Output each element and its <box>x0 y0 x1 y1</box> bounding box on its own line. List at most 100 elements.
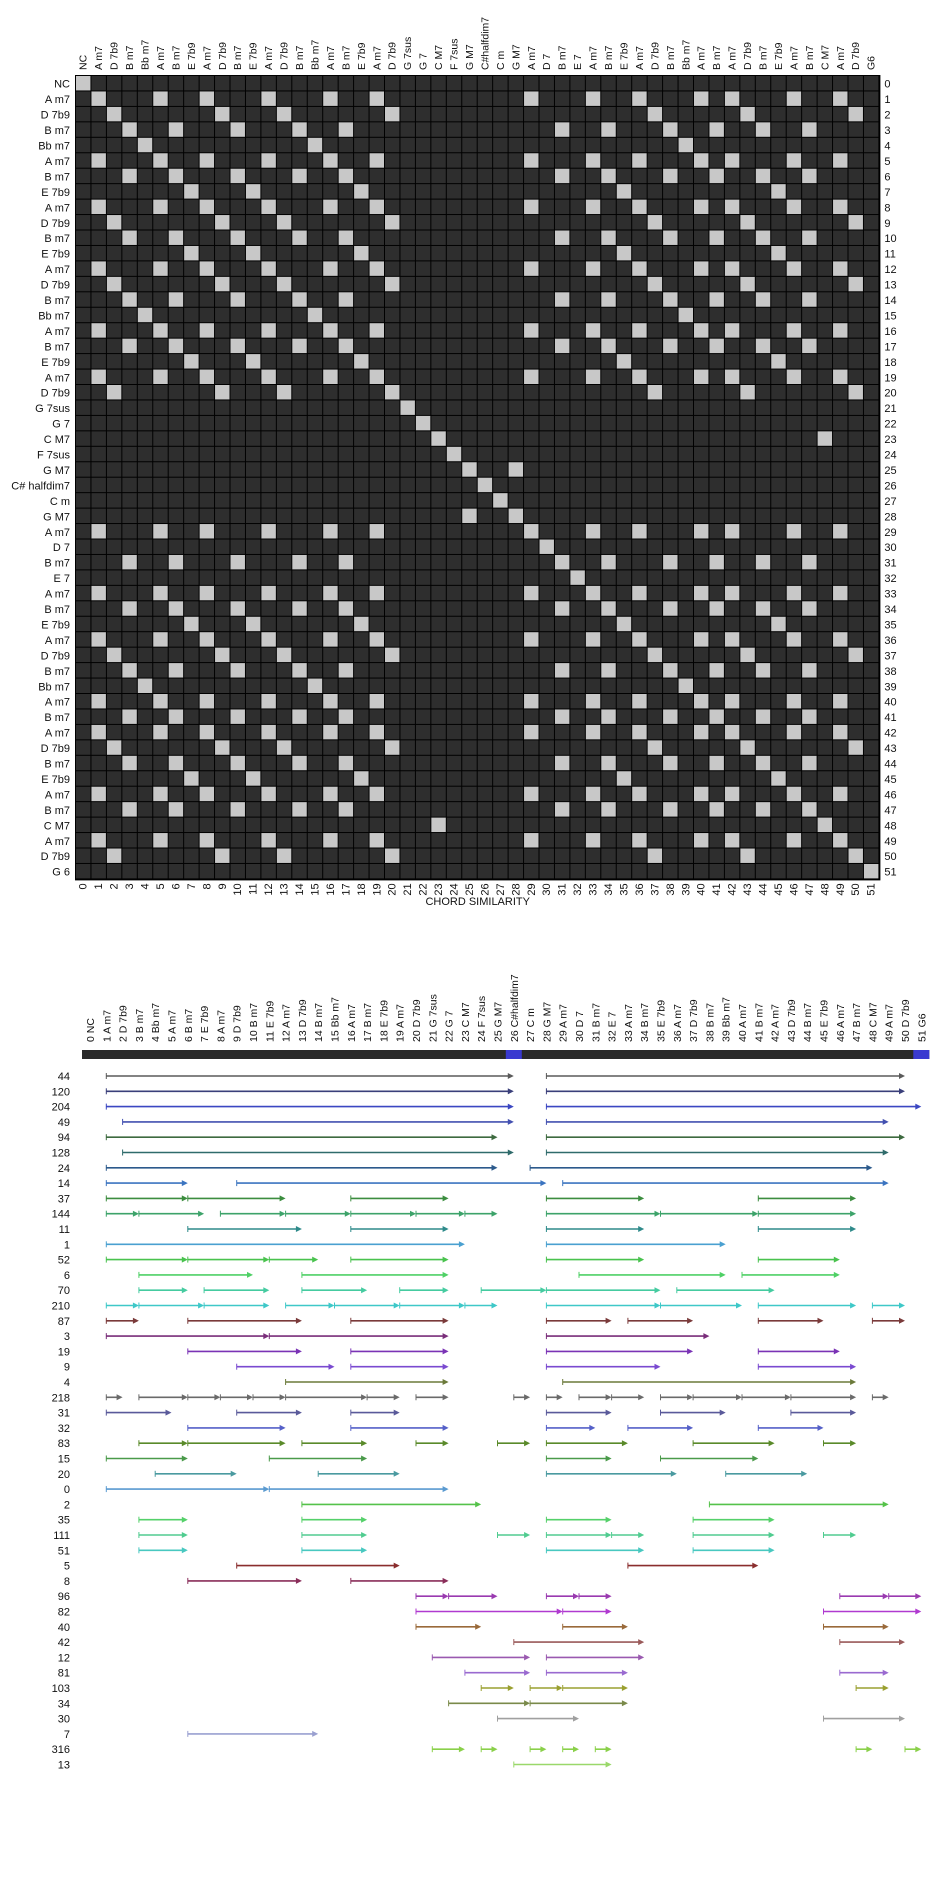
heatmap-cell <box>446 215 462 230</box>
heatmap-cell <box>524 771 539 786</box>
heatmap-cell <box>493 400 508 415</box>
heatmap-cell <box>184 663 199 678</box>
heatmap-cell <box>415 802 431 817</box>
heatmap-cell <box>678 802 693 817</box>
heatmap-cell <box>585 230 601 245</box>
heatmap-cell <box>755 694 771 709</box>
arc-arrowhead <box>442 1394 449 1401</box>
heatmap-cell <box>230 802 245 817</box>
heatmap-cell <box>137 848 153 863</box>
heatmap-cell <box>415 554 431 570</box>
heatmap-cell <box>554 601 570 616</box>
heatmap-cell <box>184 493 199 508</box>
arc-col-label: 38 B m7 <box>704 1003 716 1042</box>
heatmap-col-label: A m7 <box>835 46 847 70</box>
heatmap-cell <box>338 230 354 245</box>
heatmap-cell <box>802 848 817 863</box>
heatmap-col-tick: 34 <box>603 883 615 895</box>
heatmap-cell <box>647 694 663 709</box>
heatmap-cell <box>400 338 415 354</box>
heatmap-cell <box>323 833 338 848</box>
heatmap-cell <box>755 601 771 616</box>
heatmap-cell <box>833 276 848 292</box>
heatmap-cell <box>740 477 755 493</box>
heatmap-cell <box>709 137 724 153</box>
heatmap-cell <box>292 230 307 245</box>
arc-arrowhead <box>638 1654 645 1661</box>
heatmap-cell <box>802 153 817 168</box>
heatmap-cell <box>276 76 292 91</box>
heatmap-cell <box>400 694 415 709</box>
arc-arrowhead <box>524 1532 531 1538</box>
heatmap-cell <box>709 771 724 786</box>
heatmap-cell <box>724 647 740 663</box>
heatmap-cell <box>307 76 323 91</box>
heatmap-cell <box>91 493 106 508</box>
heatmap-cell <box>802 338 817 354</box>
heatmap-cell <box>802 462 817 477</box>
heatmap-cell <box>863 554 879 570</box>
heatmap-cell <box>245 833 261 848</box>
heatmap-cell <box>122 570 137 585</box>
heatmap-cell <box>184 276 199 292</box>
heatmap-cell <box>802 184 817 199</box>
heatmap-cell <box>400 76 415 91</box>
heatmap-cell <box>338 616 354 632</box>
heatmap-cell <box>508 616 524 632</box>
heatmap-col-tick: 43 <box>742 883 754 895</box>
arc-row-label: 7 <box>64 1729 70 1741</box>
heatmap-cell <box>817 709 833 724</box>
heatmap-cell <box>771 539 786 554</box>
heatmap-cell <box>817 122 833 137</box>
heatmap-cell <box>153 122 168 137</box>
heatmap-cell <box>431 477 446 493</box>
heatmap-cell <box>647 678 663 693</box>
heatmap-cell <box>385 848 400 863</box>
heatmap-col-tick: 17 <box>340 883 352 895</box>
heatmap-cell <box>694 833 709 848</box>
heatmap-cell <box>493 755 508 771</box>
heatmap-cell <box>508 554 524 570</box>
heatmap-cell <box>663 385 678 400</box>
heatmap-cell <box>354 462 369 477</box>
heatmap-row-tick: 12 <box>884 264 896 276</box>
heatmap-cell <box>245 338 261 354</box>
arc-arrowhead <box>181 1287 188 1294</box>
heatmap-cell <box>106 833 122 848</box>
heatmap-cell <box>694 817 709 833</box>
heatmap-cell <box>848 539 863 554</box>
heatmap-cell <box>276 122 292 137</box>
heatmap-cell <box>323 524 338 539</box>
heatmap-cell <box>245 431 261 446</box>
heatmap-cell <box>354 307 369 323</box>
heatmap-cell <box>709 554 724 570</box>
heatmap-cell <box>724 802 740 817</box>
heatmap-cell <box>261 524 276 539</box>
heatmap-cell <box>570 369 585 384</box>
heatmap-cell <box>245 91 261 106</box>
heatmap-cell <box>817 771 833 786</box>
arc-arrowhead <box>181 1440 188 1447</box>
heatmap-cell <box>524 76 539 91</box>
arc-arrowhead <box>165 1409 172 1416</box>
heatmap-cell <box>848 863 863 879</box>
heatmap-cell <box>415 153 431 168</box>
heatmap-cell <box>76 431 91 446</box>
arc-arrowhead <box>573 1746 579 1753</box>
arc-arrowhead <box>621 1700 628 1707</box>
heatmap-cell <box>678 400 693 415</box>
heatmap-cell <box>153 524 168 539</box>
heatmap-cell <box>400 276 415 292</box>
heatmap-cell <box>508 245 524 261</box>
heatmap-cell <box>493 786 508 802</box>
heatmap-cell <box>215 863 230 879</box>
heatmap-cell <box>215 76 230 91</box>
heatmap-cell <box>153 76 168 91</box>
heatmap-cell <box>508 863 524 879</box>
heatmap-cell <box>663 400 678 415</box>
heatmap-cell <box>632 817 647 833</box>
heatmap-cell <box>477 647 493 663</box>
heatmap-cell <box>184 446 199 462</box>
heatmap-cell <box>215 585 230 601</box>
heatmap-cell <box>462 400 477 415</box>
